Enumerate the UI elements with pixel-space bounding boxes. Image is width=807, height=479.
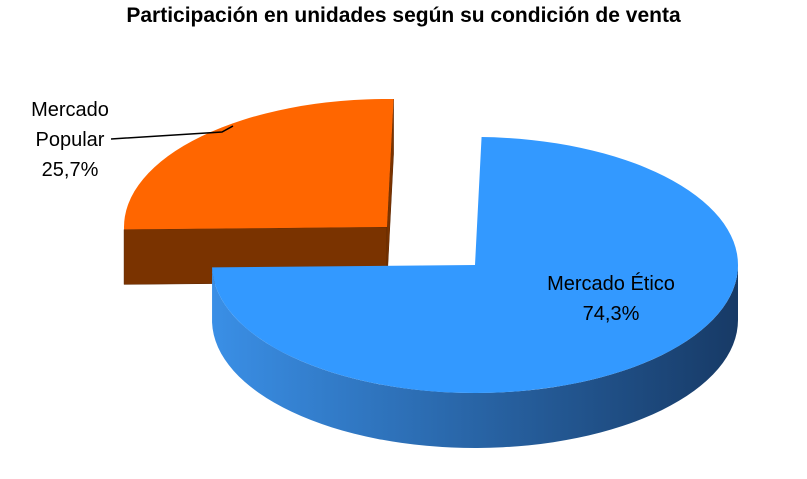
pie-slice-1 [123,99,394,285]
pie-slice-top-1 [123,99,394,230]
pie-slice-top-0 [212,137,738,393]
pie-slice-side-0 [212,265,739,448]
data-label-category: Popular [36,129,105,151]
data-label-category: Mercado Ético [547,272,675,295]
pie-slice-0 [212,137,739,448]
data-label-category: Mercado [31,99,109,121]
data-label-value: 74,3% [583,303,640,325]
data-label-value: 25,7% [42,159,99,181]
chart-title: Participación en unidades según su condi… [126,4,681,27]
leader-line [110,125,234,140]
